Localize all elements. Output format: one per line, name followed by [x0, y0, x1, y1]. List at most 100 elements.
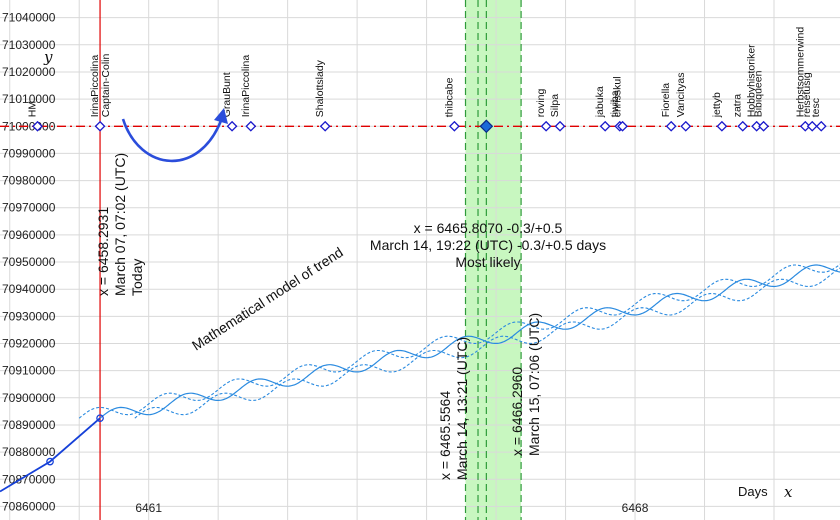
most-likely-marker: [479, 119, 494, 134]
name-diamond: [815, 120, 827, 132]
band-right-annotation-line-1: March 15, 07:06 (UTC): [526, 313, 542, 456]
today-annotation-line-0: x = 6458.2931: [95, 207, 111, 296]
y-tick-label: 70860000: [2, 499, 56, 513]
model-lower-bound: [134, 267, 840, 419]
name-label: thibcabe: [443, 77, 455, 117]
name-label: Bibiqueen: [753, 70, 765, 117]
name-marker-3: IrinaPiccolina: [240, 55, 257, 132]
name-marker-17: Herbstsommerwind: [794, 27, 811, 132]
most-likely-line: March 14, 19:22 (UTC) -0.3/+0.5 days: [370, 237, 606, 253]
observed-point: [46, 457, 54, 466]
name-marker-8: jabuka: [594, 86, 611, 132]
today-annotation-line-2: Today: [129, 259, 145, 296]
y-tick-label: 70960000: [2, 228, 56, 242]
name-label: Herbstsommerwind: [794, 27, 806, 118]
name-diamond: [680, 120, 692, 132]
y-tick-label: 70910000: [2, 364, 56, 378]
model-upper-bound: [78, 263, 840, 419]
arrow-head: [214, 108, 228, 124]
name-diamond: [617, 120, 628, 132]
y-tick-label: 71010000: [2, 92, 56, 106]
name-marker-13: jettyb: [711, 92, 728, 132]
name-label: chrisskul: [612, 76, 624, 117]
name-diamond: [751, 120, 763, 132]
arrow-curve: [121, 117, 224, 163]
name-marker-4: Shalottslady: [314, 59, 331, 132]
name-diamond: [599, 120, 611, 132]
name-diamond: [758, 120, 769, 132]
name-label: HM: [27, 101, 39, 117]
name-marker-6: roving: [535, 89, 552, 132]
name-label: Vancityas: [675, 73, 687, 118]
y-tick-label: 70930000: [2, 309, 56, 323]
y-tick-label: 70970000: [2, 201, 56, 215]
name-label: tiwiba: [609, 90, 621, 117]
name-diamond: [94, 120, 106, 132]
name-marker-18: reisetusig: [801, 72, 818, 132]
name-marker-0: HM: [27, 101, 43, 132]
band-right-annotation-line-0: x = 6466.2960: [509, 367, 525, 456]
name-diamond: [245, 120, 257, 132]
name-marker-12: Vancityas: [675, 73, 692, 132]
name-marker-1: IrinaPiccolina Captain-Colin: [89, 53, 112, 132]
name-label: tesc: [810, 98, 822, 117]
name-label: Fiorella: [660, 83, 672, 118]
x-tick-labels: 6461 6468: [135, 501, 648, 515]
name-label: Hobbyhistoriker: [746, 44, 758, 117]
name-diamond: [448, 120, 460, 132]
name-marker-11: Fiorella: [660, 83, 677, 132]
name-diamond: [554, 120, 566, 132]
name-marker-2: GrauBunt: [221, 72, 238, 132]
y-tick-label: 71000000: [2, 119, 56, 133]
y-tick-label: 70980000: [2, 174, 56, 188]
likely-band: [465, 0, 522, 520]
name-diamond: [540, 120, 552, 132]
model-trend-line: [99, 264, 840, 419]
name-diamond: [32, 120, 43, 132]
name-marker-16: Bibiqueen: [753, 70, 769, 132]
name-label: zatra: [732, 94, 744, 118]
x-axis-symbol: x: [784, 483, 793, 501]
y-tick-label: 71030000: [2, 38, 56, 52]
name-marker-15: Hobbyhistoriker: [746, 44, 763, 132]
name-diamond: [799, 120, 811, 132]
y-tick-label: 70900000: [2, 391, 56, 405]
observed-point: [96, 414, 104, 423]
name-marker-7: Silpa: [549, 94, 566, 132]
name-label: jabuka: [594, 86, 606, 118]
name-label: GrauBunt: [221, 72, 233, 117]
y-tick-label: 70880000: [2, 445, 56, 459]
most-likely-line: Most likely: [455, 254, 520, 270]
x-tick-label: 6461: [135, 501, 162, 515]
y-tick-label: 70920000: [2, 336, 56, 350]
y-tick-label: 70890000: [2, 418, 56, 432]
name-diamond: [737, 120, 749, 132]
model-label: Mathematical model of trend: [189, 244, 346, 354]
x-tick-label: 6468: [622, 501, 649, 515]
y-tick-label: 71040000: [2, 11, 56, 25]
y-tick-label: 71020000: [2, 65, 56, 79]
name-marker-14: zatra: [732, 94, 749, 132]
y-tick-label: 70990000: [2, 146, 56, 160]
name-diamond: [716, 120, 728, 132]
name-label: Captain-Colin: [100, 53, 112, 117]
band-left-annotation-line-0: x = 6465.5564: [437, 391, 453, 480]
name-label: Silpa: [549, 94, 561, 118]
name-diamond: [226, 120, 238, 132]
name-label: jettyb: [711, 92, 723, 118]
name-label: roving: [535, 89, 547, 118]
name-diamond: [319, 120, 331, 132]
name-marker-19: tesc: [810, 98, 827, 132]
x-axis-label: Days: [738, 484, 768, 499]
name-marker-5: thibcabe: [443, 77, 460, 132]
name-marker-10: chrisskul: [612, 76, 628, 132]
name-diamond: [806, 120, 818, 132]
name-label: reisetusig: [801, 72, 813, 117]
y-tick-label: 70950000: [2, 255, 56, 269]
y-axis-symbol: y: [43, 48, 53, 66]
band-left-annotation-line-1: March 14, 13:21 (UTC): [454, 337, 470, 480]
name-label: IrinaPiccolina: [89, 55, 101, 118]
today-annotation-line-1: March 07, 07:02 (UTC): [112, 153, 128, 296]
